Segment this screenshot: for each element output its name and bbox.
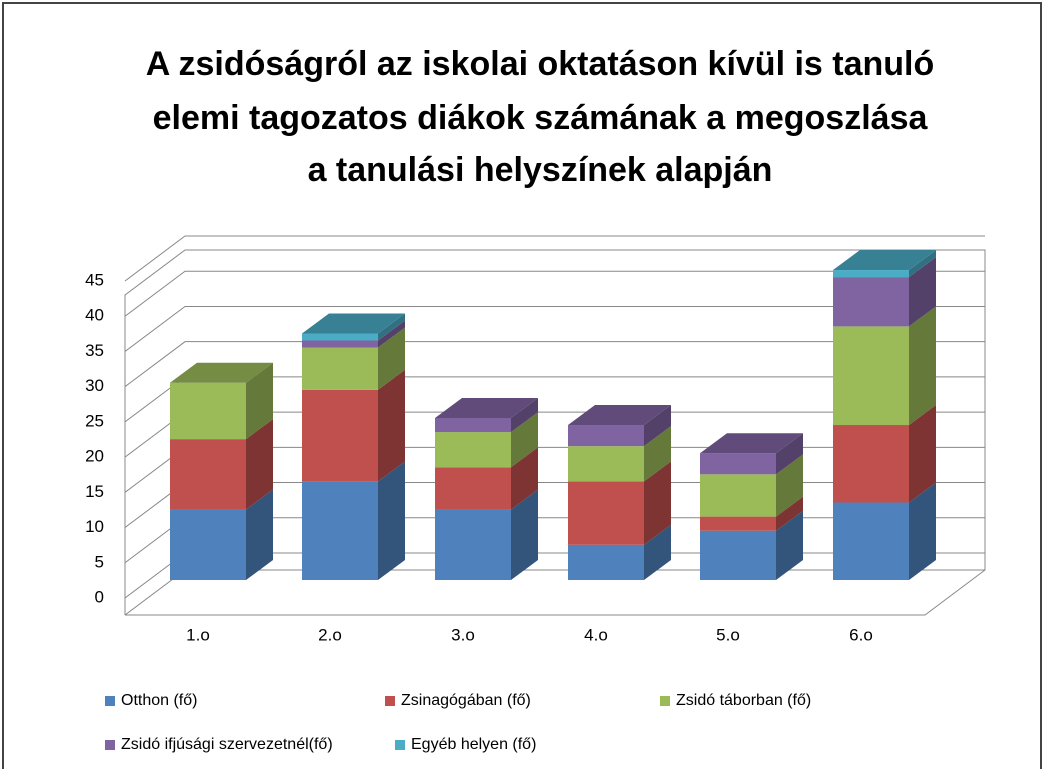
floor [125,569,986,616]
bar-side [644,405,671,447]
bar [435,467,511,510]
grid-line [124,305,985,352]
bar-top [568,405,671,426]
bar [302,333,378,341]
legend-swatch [385,696,395,706]
legend-swatch [660,696,670,706]
y-tick-label: 30 [85,376,104,395]
bar-side [378,320,405,348]
bar [700,474,776,517]
bar [700,516,776,531]
bar-top [833,250,936,271]
bar [833,425,909,503]
bar-side [511,412,538,468]
bar [435,417,511,433]
bar-side [909,405,936,503]
y-tick-label: 0 [95,587,104,606]
legend-label: Zsinagógában (fő) [401,692,531,709]
bar [302,389,378,482]
legend-swatch [395,740,405,750]
bar [302,340,378,348]
bar-side [511,489,538,580]
legend-swatch [105,740,115,750]
bar-side [644,461,671,545]
legend-label: Zsidó táborban (fő) [676,692,811,709]
x-tick-label: 6.o [849,625,873,644]
y-tick-label: 15 [85,482,104,501]
bar-side [378,461,405,580]
chart-subtitle: a tanulási helyszínek alapján [308,151,773,189]
bar [568,425,644,447]
bar [833,277,909,327]
bar [700,453,776,475]
bar [833,270,909,278]
x-tick-label: 5.o [716,625,740,644]
bar [568,544,644,580]
chart-title: A zsidóságról az iskolai oktatáson kívül… [146,45,935,83]
x-tick-label: 2.o [318,625,342,644]
bar [568,446,644,482]
bar-side [776,510,803,580]
bar-side [776,454,803,517]
bar-side [246,489,273,580]
bar-side [909,306,936,426]
bar-top [435,397,538,418]
bar-side [246,419,273,510]
bar-top [700,433,803,454]
grid-line [124,235,985,282]
x-tick-label: 1.o [186,625,210,644]
y-tick-label: 25 [85,411,104,430]
bar [170,509,246,580]
bar-side [511,447,538,510]
legend-swatch [105,696,115,706]
bar [833,502,909,580]
bar-side [776,496,803,531]
bar-side [378,369,405,482]
bar-side [246,362,273,440]
bar-side [644,524,671,580]
bar-side [511,397,538,433]
bar [435,432,511,468]
bar-side [378,327,405,390]
bar-top [170,362,273,383]
x-tick-label: 3.o [451,625,475,644]
y-tick-label: 10 [85,517,104,536]
y-tick-label: 45 [85,270,104,289]
bar-side [644,426,671,482]
bar [435,509,511,580]
bar [700,530,776,580]
bar [568,481,644,545]
bar [302,481,378,580]
bar-side [909,250,936,278]
chart-subtitle: elemi tagozatos diákok számának a megosz… [153,99,929,137]
legend-label: Zsidó ifjúsági szervezetnél(fő) [121,736,333,753]
y-tick-label: 20 [85,447,104,466]
bar [170,382,246,440]
bar-side [909,257,936,327]
x-tick-label: 4.o [584,625,608,644]
y-tick-label: 35 [85,341,104,360]
bar [302,347,378,390]
bar [170,439,246,510]
bar-side [776,433,803,475]
legend-label: Egyéb helyen (fő) [411,736,536,753]
bar-top [302,313,405,334]
bar-side [378,313,405,341]
y-tick-label: 5 [95,552,104,571]
bar-side [909,482,936,580]
legend-label: Otthon (fő) [121,692,197,709]
bar [833,326,909,426]
grid-line [124,270,985,317]
y-tick-label: 40 [85,306,104,325]
grid-line [124,341,985,388]
